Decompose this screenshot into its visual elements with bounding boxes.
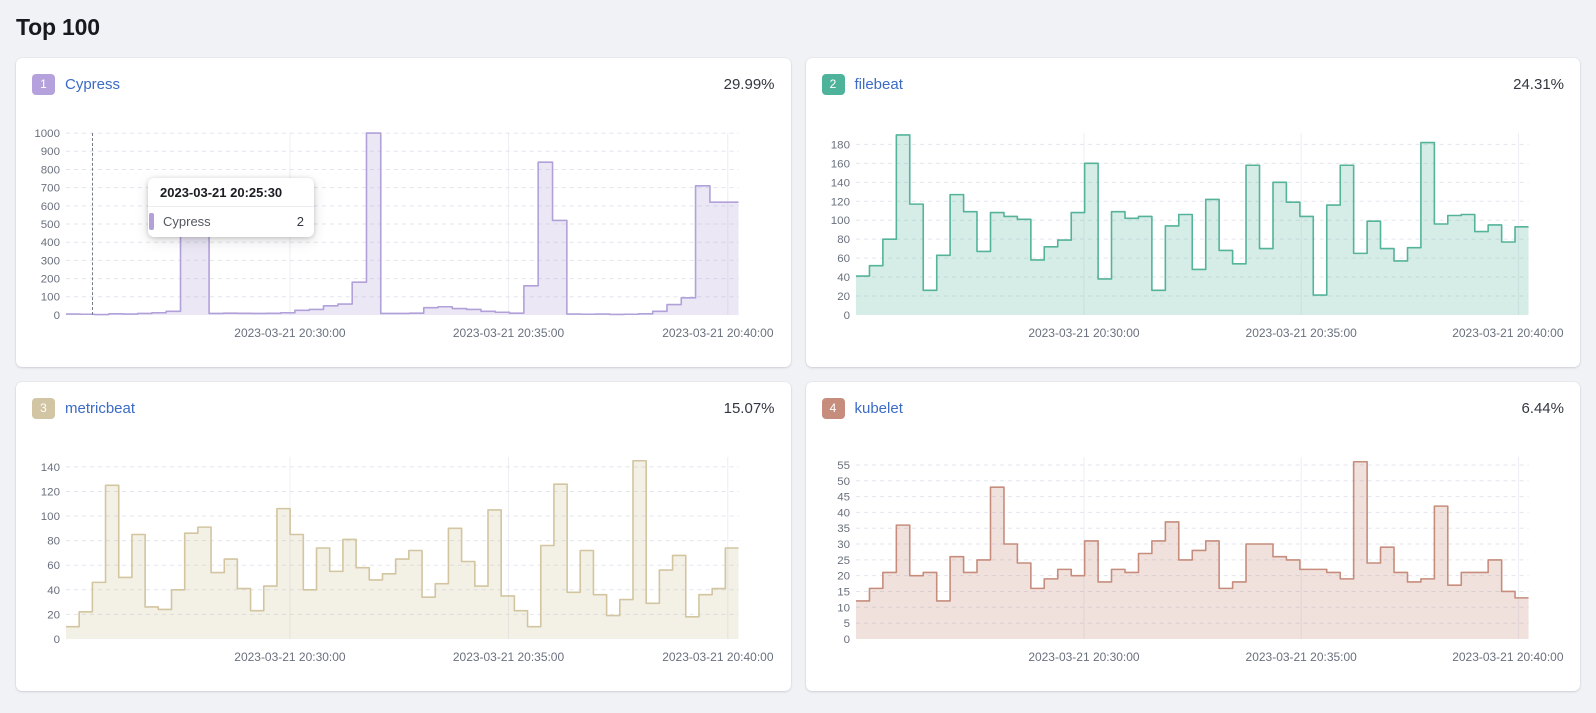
svg-text:2023-03-21 20:35:00: 2023-03-21 20:35:00 [453,650,565,664]
svg-text:5: 5 [843,618,849,630]
step-area-chart[interactable]: 0 20 40 60 80 100 120 140 2023-03-21 20:30:00 202… [32,422,775,679]
card-header: 4 kubelet 6.44% [821,394,1564,422]
card-header: 1 Cypress 29.99% [32,70,775,98]
svg-text:15: 15 [837,586,850,598]
svg-text:2023-03-21 20:35:00: 2023-03-21 20:35:00 [1245,326,1357,340]
series-name-link[interactable]: metricbeat [65,399,136,417]
svg-text:60: 60 [837,253,850,265]
series-color-swatch [149,213,154,230]
svg-text:0: 0 [54,310,60,322]
svg-text:2023-03-21 20:30:00: 2023-03-21 20:30:00 [1028,326,1140,340]
svg-text:100: 100 [41,511,60,523]
svg-text:60: 60 [47,560,60,572]
svg-text:25: 25 [837,555,850,567]
rank-badge: 2 [821,73,845,95]
tooltip-series-value: 2 [296,214,304,229]
svg-text:0: 0 [843,634,849,646]
svg-text:2023-03-21 20:40:00: 2023-03-21 20:40:00 [1452,326,1564,340]
svg-text:30: 30 [837,539,850,551]
step-area-chart[interactable]: 0 100 200 300 400 500 600 700 800 900 1000 2023-03-… [32,98,775,355]
tooltip-timestamp: 2023-03-21 20:25:30 [148,178,314,207]
svg-text:900: 900 [41,146,60,158]
svg-text:55: 55 [837,460,850,472]
svg-text:400: 400 [41,237,60,249]
svg-text:80: 80 [47,536,60,548]
series-name-link[interactable]: kubelet [854,399,903,417]
svg-text:100: 100 [41,292,60,304]
svg-text:120: 120 [830,196,849,208]
chart-card-cypress: 1 Cypress 29.99% 0 100 200 300 400 500 600 700 8… [16,58,791,367]
svg-text:2023-03-21 20:30:00: 2023-03-21 20:30:00 [234,326,346,340]
svg-text:2023-03-21 20:35:00: 2023-03-21 20:35:00 [453,326,565,340]
svg-text:1000: 1000 [34,128,60,140]
svg-text:700: 700 [41,183,60,195]
series-name-link[interactable]: Cypress [65,75,121,93]
svg-text:20: 20 [837,291,850,303]
svg-text:20: 20 [47,609,60,621]
percentage-value: 15.07% [723,399,775,417]
step-area-chart[interactable]: 0 20 40 60 80 100 120 140 160 180 2023-03-21 20:30… [822,98,1565,355]
svg-text:200: 200 [41,274,60,286]
chart-area[interactable]: 0 5 10 15 20 25 30 35 40 45 50 55 2023-03-21 20:30:0… [822,422,1565,679]
svg-text:10: 10 [837,602,850,614]
chart-card-metricbeat: 3 metricbeat 15.07% 0 20 40 60 80 100 120 140 20… [16,382,791,691]
svg-text:160: 160 [830,158,849,170]
svg-text:300: 300 [41,255,60,267]
tooltip-row: Cypress 2 [148,207,314,237]
series-name-link[interactable]: filebeat [854,75,903,93]
svg-text:140: 140 [41,462,60,474]
svg-text:40: 40 [837,272,850,284]
crosshair-line [92,133,94,315]
rank-badge: 1 [32,73,55,95]
chart-area[interactable]: 0 20 40 60 80 100 120 140 2023-03-21 20:30:00 202… [32,422,775,679]
svg-text:0: 0 [843,310,849,322]
svg-text:2023-03-21 20:40:00: 2023-03-21 20:40:00 [1452,650,1564,664]
svg-text:180: 180 [830,139,849,151]
step-area-chart[interactable]: 0 5 10 15 20 25 30 35 40 45 50 55 2023-03-21 20:30:0… [822,422,1565,679]
chart-tooltip: 2023-03-21 20:25:30 Cypress 2 [148,178,314,237]
chart-card-filebeat: 2 filebeat 24.31% 0 20 40 60 80 100 120 140 160 1… [805,58,1580,367]
chart-card-kubelet: 4 kubelet 6.44% 0 5 10 15 20 25 30 35 40 45 50 55 20… [805,382,1580,691]
chart-grid: 1 Cypress 29.99% 0 100 200 300 400 500 600 700 8… [16,58,1580,691]
rank-badge: 3 [32,397,55,419]
svg-text:140: 140 [830,177,849,189]
svg-text:45: 45 [837,492,850,504]
card-header: 3 metricbeat 15.07% [32,394,775,422]
svg-text:500: 500 [41,219,60,231]
tooltip-series-name: Cypress [163,214,211,229]
svg-text:40: 40 [837,507,850,519]
svg-text:2023-03-21 20:40:00: 2023-03-21 20:40:00 [662,326,774,340]
svg-text:2023-03-21 20:30:00: 2023-03-21 20:30:00 [1028,650,1140,664]
card-header: 2 filebeat 24.31% [821,70,1564,98]
svg-text:0: 0 [54,634,60,646]
rank-badge: 4 [821,397,845,419]
percentage-value: 6.44% [1521,399,1564,417]
svg-text:2023-03-21 20:40:00: 2023-03-21 20:40:00 [662,650,774,664]
svg-text:40: 40 [47,585,60,597]
chart-area[interactable]: 0 100 200 300 400 500 600 700 800 900 1000 2023-03-… [32,98,775,355]
percentage-value: 24.31% [1513,75,1564,93]
percentage-value: 29.99% [723,75,775,93]
svg-text:800: 800 [41,164,60,176]
svg-text:2023-03-21 20:35:00: 2023-03-21 20:35:00 [1245,650,1357,664]
svg-text:80: 80 [837,234,850,246]
svg-text:600: 600 [41,201,60,213]
svg-text:50: 50 [837,476,850,488]
svg-text:20: 20 [837,571,850,583]
svg-text:100: 100 [830,215,849,227]
chart-area[interactable]: 0 20 40 60 80 100 120 140 160 180 2023-03-21 20:30… [822,98,1565,355]
svg-text:120: 120 [41,486,60,498]
page-title: Top 100 [16,14,100,40]
svg-text:2023-03-21 20:30:00: 2023-03-21 20:30:00 [234,650,346,664]
svg-text:35: 35 [837,523,850,535]
